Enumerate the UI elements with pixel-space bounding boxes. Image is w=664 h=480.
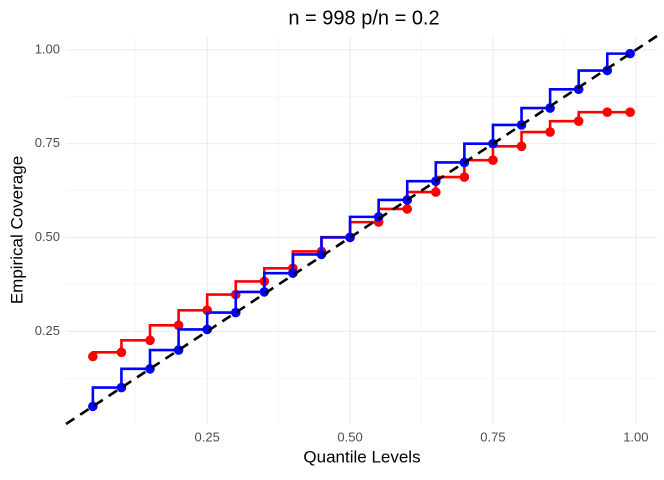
point (88, 351, 98, 362)
x-tick-label: 0.50 (337, 429, 362, 444)
point (373, 212, 384, 222)
point (625, 107, 635, 117)
diagonal-line (65, 34, 658, 426)
point (202, 324, 212, 335)
y-tick-label: 0.75 (35, 135, 60, 150)
x-tick-label: 0.75 (480, 429, 505, 444)
point (402, 204, 413, 214)
point (488, 155, 498, 166)
point (259, 287, 270, 297)
x-axis-label: Quantile Levels (303, 447, 420, 466)
step-line (91, 110, 631, 357)
point (545, 127, 555, 137)
point (602, 107, 613, 117)
y-tick-label: 0.25 (35, 323, 60, 338)
y-tick-label: 0.50 (35, 229, 60, 244)
y-tick-label: 1.00 (35, 41, 60, 56)
point (573, 116, 584, 126)
point (145, 335, 155, 346)
x-tick-label: 1.00 (623, 429, 648, 444)
step-line (91, 52, 631, 407)
y-axis-label: Empirical Coverage (7, 156, 26, 304)
x-tick-label: 0.25 (195, 429, 220, 444)
point (173, 320, 184, 331)
point (516, 141, 527, 152)
point (116, 347, 127, 358)
point (431, 187, 441, 197)
point (459, 172, 470, 182)
chart-title: n = 998 p/n = 0.2 (288, 7, 439, 29)
point (288, 268, 298, 278)
point (316, 249, 327, 260)
